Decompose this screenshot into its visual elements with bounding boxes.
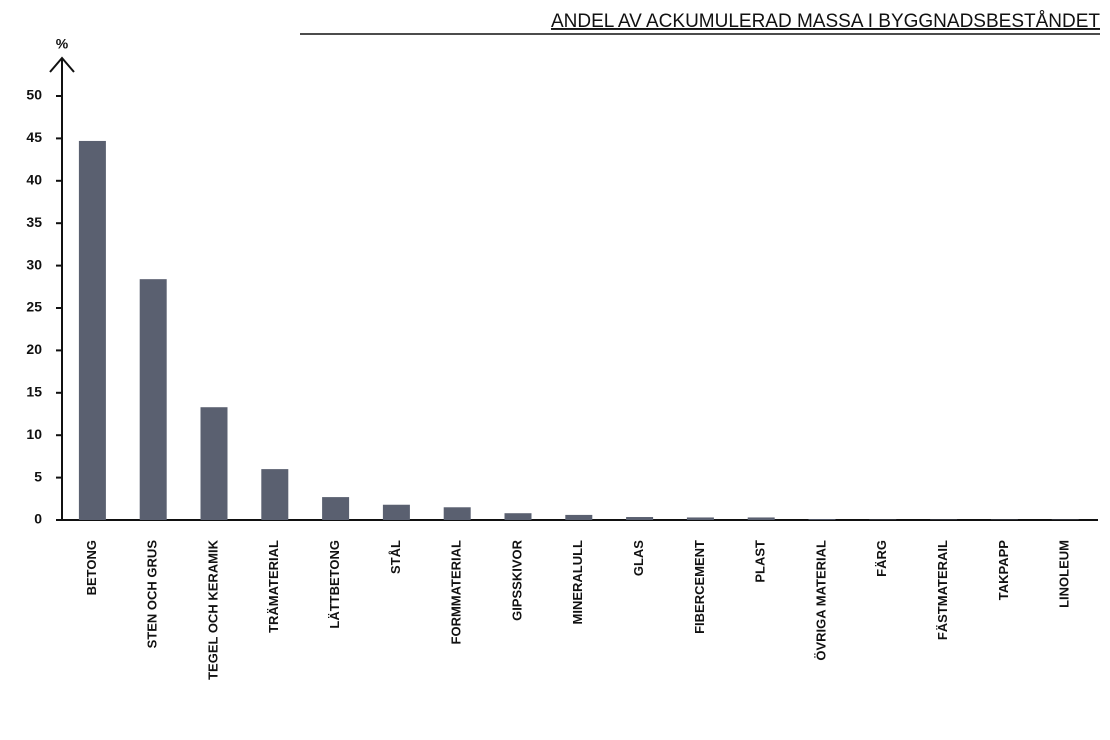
chart-title: ANDEL AV ACKUMULERAD MASSA I BYGGNADSBES… — [551, 11, 1100, 32]
x-tick-label: TAKPAPP — [996, 540, 1011, 601]
bar — [747, 517, 775, 520]
y-tick-label: 0 — [34, 511, 42, 527]
x-tick-label: FORMMATERIAL — [449, 540, 464, 645]
x-tick-label: FIBERCEMENT — [692, 540, 707, 634]
bar — [626, 517, 654, 520]
x-tick-label: STEN OCH GRUS — [145, 540, 160, 649]
y-tick-label: 20 — [26, 341, 42, 357]
y-tick-label: 45 — [26, 129, 42, 145]
x-tick-label: LÄTTBETONG — [327, 540, 342, 629]
x-tick-label: GIPSSKIVOR — [509, 539, 524, 621]
y-tick-label: 25 — [26, 299, 42, 315]
x-tick-label: LINOLEUM — [1057, 540, 1072, 608]
bar — [322, 497, 350, 520]
y-tick-label: 10 — [26, 426, 42, 442]
bar — [808, 519, 836, 520]
x-tick-label: PLAST — [753, 540, 768, 583]
y-tick-label: 15 — [26, 384, 42, 400]
x-tick-label: FÄSTMATERAIL — [935, 540, 950, 640]
bar — [565, 514, 593, 520]
y-tick-label: 40 — [26, 172, 42, 188]
y-axis — [49, 56, 75, 520]
y-tick-label: 5 — [34, 468, 42, 484]
y-axis-label: % — [56, 36, 69, 52]
bar — [78, 140, 106, 520]
x-tick-label: FÄRG — [874, 540, 889, 577]
bar — [382, 504, 410, 520]
y-tick-label: 50 — [26, 87, 42, 103]
bar — [139, 279, 167, 520]
x-tick-label: TEGEL OCH KERAMIK — [205, 539, 220, 679]
x-tick-label: BETONG — [84, 540, 99, 595]
bar — [443, 507, 471, 520]
x-tick-label: GLAS — [631, 540, 646, 576]
bar — [261, 469, 289, 520]
bar — [200, 407, 228, 520]
x-tick-label: ÖVRIGA MATERIAL — [813, 540, 828, 661]
bar — [504, 513, 532, 520]
y-tick-label: 35 — [26, 214, 42, 230]
x-tick-label: STÅL — [388, 540, 403, 574]
x-tick-label: TRÄMATERIAL — [266, 540, 281, 633]
x-tick-label: MINERALULL — [570, 540, 585, 625]
bar — [686, 517, 714, 520]
y-tick-label: 30 — [26, 256, 42, 272]
